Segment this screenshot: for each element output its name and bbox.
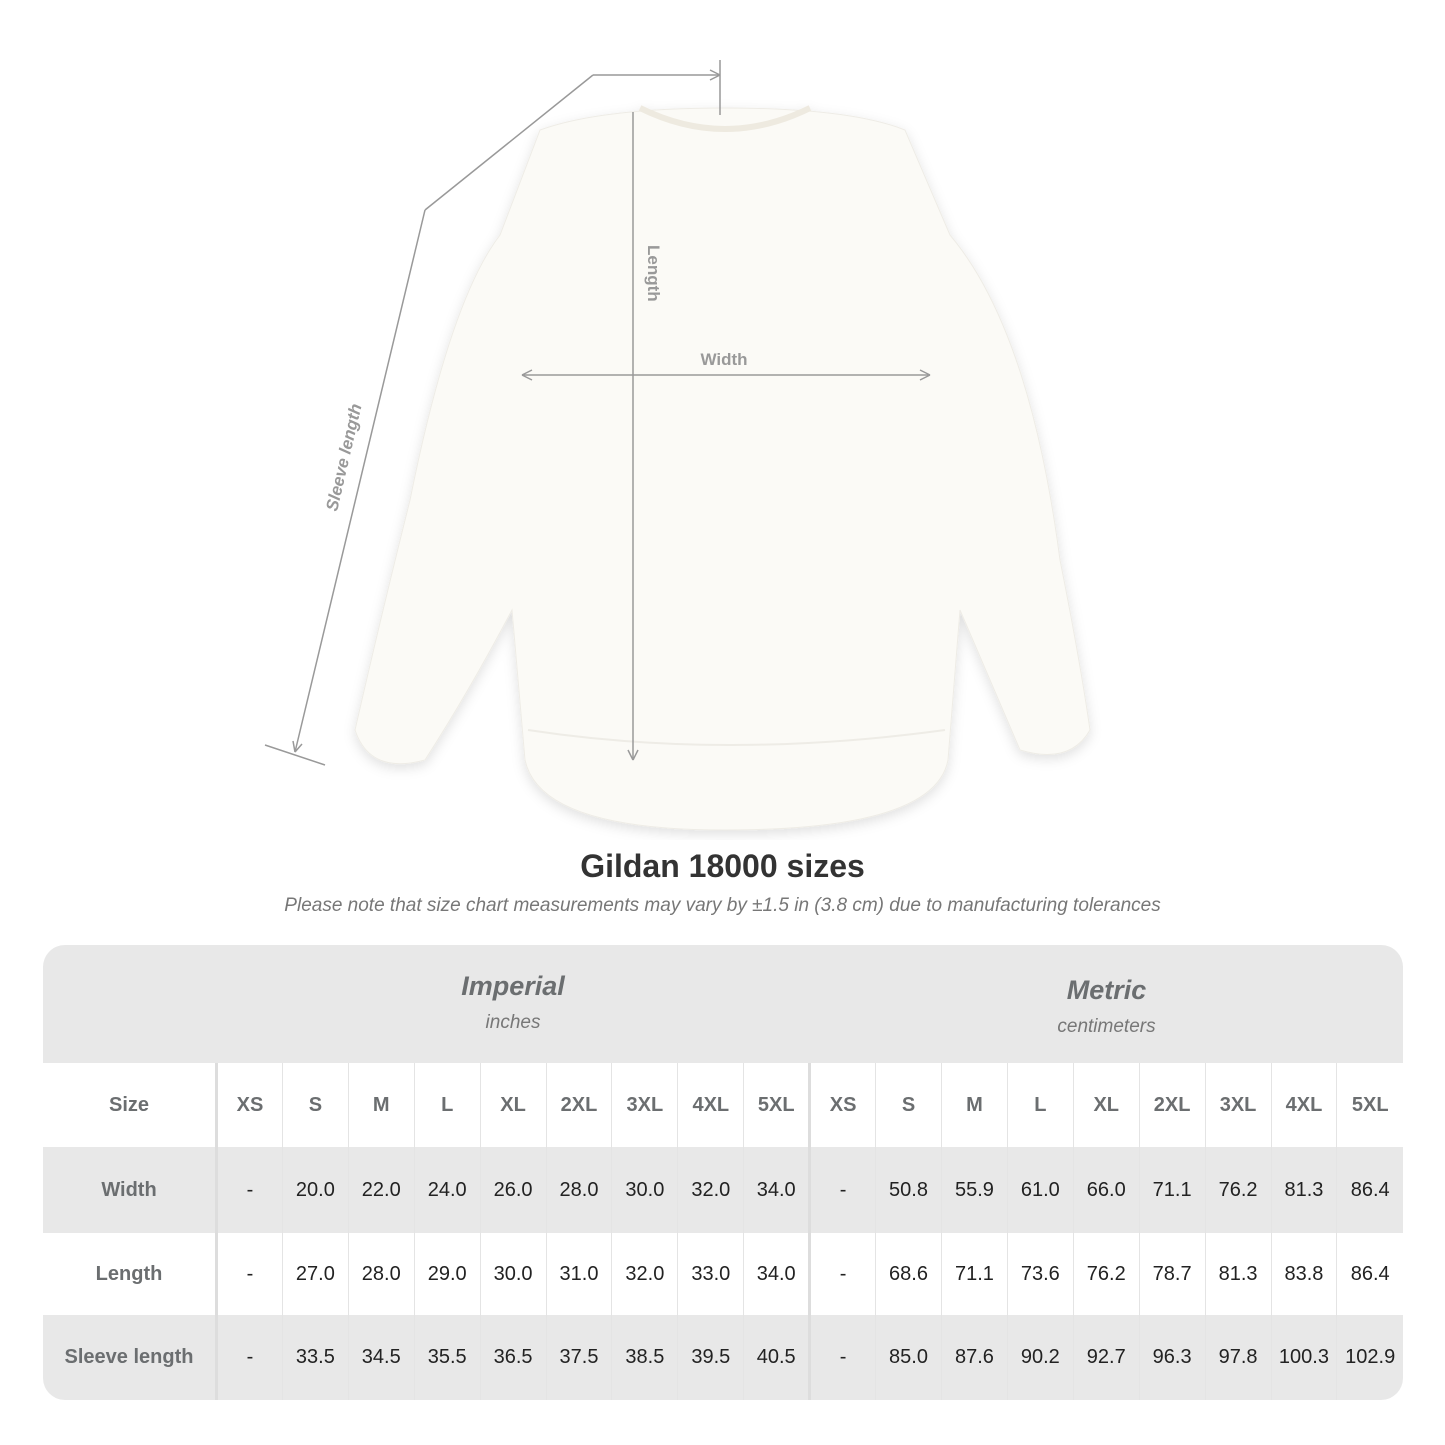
imperial-value: 37.5 (545, 1315, 612, 1400)
metric-value: 102.9 (1336, 1315, 1403, 1400)
metric-title: Metric (1066, 975, 1147, 1005)
metric-value: 76.2 (1072, 1233, 1140, 1315)
imperial-value: 38.5 (611, 1315, 678, 1400)
table-row: Length -27.0 28.0 29.0 30.0 31.0 32.0 33.0 34.0-… (43, 1233, 1403, 1315)
metric-value: 73.6 (1006, 1233, 1074, 1315)
metric-value: 81.3 (1204, 1233, 1271, 1315)
metric-value: 90.2 (1006, 1315, 1074, 1400)
tolerance-note: Please note that size chart measurements… (284, 895, 1161, 916)
metric-value: 85.0 (875, 1315, 942, 1400)
imperial-value: 27.0 (281, 1233, 349, 1315)
metric-size-5xl: 5XL (1336, 1063, 1403, 1147)
imperial-value: 35.5 (413, 1315, 481, 1400)
size-chart: Imperial inches Metric centimeters Size X… (43, 945, 1403, 1400)
imperial-size-s: S (281, 1063, 349, 1147)
imperial-value: - (216, 1315, 283, 1400)
metric-value: 50.8 (875, 1147, 942, 1233)
metric-size-xs: XS (808, 1063, 876, 1147)
metric-value: - (808, 1233, 876, 1315)
imperial-value: 30.0 (611, 1147, 678, 1233)
imperial-size-m: M (347, 1063, 415, 1147)
metric-value: 68.6 (875, 1233, 942, 1315)
imperial-value: 34.5 (347, 1315, 415, 1400)
metric-value: - (808, 1147, 876, 1233)
length-label: Length (644, 245, 663, 302)
imperial-value: 26.0 (479, 1147, 547, 1233)
row-label: Sleeve length (43, 1315, 218, 1400)
imperial-title: Imperial (461, 971, 565, 1001)
imperial-value: 31.0 (545, 1233, 612, 1315)
imperial-value: - (216, 1233, 283, 1315)
imperial-value: 32.0 (611, 1233, 678, 1315)
metric-size-m: M (940, 1063, 1008, 1147)
imperial-value: - (216, 1147, 283, 1233)
imperial-size-xl: XL (479, 1063, 547, 1147)
sweatshirt-illustration: Length Width Sleeve length (264, 60, 1091, 831)
imperial-value: 29.0 (413, 1233, 481, 1315)
imperial-size-4xl: 4XL (677, 1063, 744, 1147)
width-label: Width (700, 350, 747, 369)
metric-value: 71.1 (1138, 1147, 1206, 1233)
page-title: Gildan 18000 sizes (580, 848, 865, 884)
imperial-value: 33.0 (677, 1233, 744, 1315)
metric-unit: centimeters (1057, 1016, 1156, 1037)
metric-value: - (808, 1315, 876, 1400)
imperial-value: 20.0 (281, 1147, 349, 1233)
metric-value: 61.0 (1006, 1147, 1074, 1233)
imperial-value: 32.0 (677, 1147, 744, 1233)
imperial-size-2xl: 2XL (545, 1063, 612, 1147)
imperial-value: 28.0 (347, 1233, 415, 1315)
table-row: Width -20.0 22.0 24.0 26.0 28.0 30.0 32.0 34.0-5… (43, 1147, 1403, 1233)
metric-value: 97.8 (1204, 1315, 1271, 1400)
imperial-value: 36.5 (479, 1315, 547, 1400)
imperial-value: 24.0 (413, 1147, 481, 1233)
imperial-value: 40.5 (743, 1315, 810, 1400)
size-table: Size XS S M L XL 2XL 3XL 4XL 5XL XS S M L XL 2XL 3XL 4XL 5… (43, 1063, 1403, 1400)
metric-value: 87.6 (940, 1315, 1008, 1400)
metric-value: 83.8 (1270, 1233, 1337, 1315)
table-row: Sleeve length -33.5 34.5 35.5 36.5 37.5 38.5 39… (43, 1315, 1403, 1400)
metric-size-xl: XL (1072, 1063, 1140, 1147)
imperial-size-l: L (413, 1063, 481, 1147)
metric-size-4xl: 4XL (1270, 1063, 1337, 1147)
metric-value: 78.7 (1138, 1233, 1206, 1315)
sleeve-length-label: Sleeve length (322, 402, 365, 513)
metric-size-3xl: 3XL (1204, 1063, 1271, 1147)
metric-value: 55.9 (940, 1147, 1008, 1233)
units-header: Imperial inches Metric centimeters (43, 945, 1403, 1063)
imperial-value: 22.0 (347, 1147, 415, 1233)
metric-value: 86.4 (1336, 1147, 1403, 1233)
imperial-value: 34.0 (743, 1147, 810, 1233)
imperial-value: 33.5 (281, 1315, 349, 1400)
metric-value: 96.3 (1138, 1315, 1206, 1400)
metric-value: 86.4 (1336, 1233, 1403, 1315)
imperial-size-5xl: 5XL (743, 1063, 810, 1147)
metric-value: 76.2 (1204, 1147, 1271, 1233)
imperial-unit: inches (485, 1012, 541, 1033)
sweatshirt-image (354, 105, 1091, 831)
imperial-value: 34.0 (743, 1233, 810, 1315)
imperial-value: 30.0 (479, 1233, 547, 1315)
measurement-lines (264, 60, 931, 766)
row-label: Length (43, 1233, 218, 1315)
metric-value: 66.0 (1072, 1147, 1140, 1233)
imperial-header: Imperial inches (216, 971, 810, 1034)
metric-size-l: L (1006, 1063, 1074, 1147)
imperial-value: 39.5 (677, 1315, 744, 1400)
metric-size-2xl: 2XL (1138, 1063, 1206, 1147)
imperial-size-xs: XS (216, 1063, 283, 1147)
metric-value: 100.3 (1270, 1315, 1337, 1400)
metric-value: 81.3 (1270, 1147, 1337, 1233)
imperial-value: 28.0 (545, 1147, 612, 1233)
metric-header: Metric centimeters (810, 975, 1403, 1038)
metric-value: 71.1 (940, 1233, 1008, 1315)
size-header: Size (43, 1063, 218, 1147)
metric-value: 92.7 (1072, 1315, 1140, 1400)
row-label: Width (43, 1147, 218, 1233)
table-header-row: Size XS S M L XL 2XL 3XL 4XL 5XL XS S M L XL 2XL 3XL 4XL 5… (43, 1063, 1403, 1147)
metric-size-s: S (875, 1063, 942, 1147)
imperial-size-3xl: 3XL (611, 1063, 678, 1147)
